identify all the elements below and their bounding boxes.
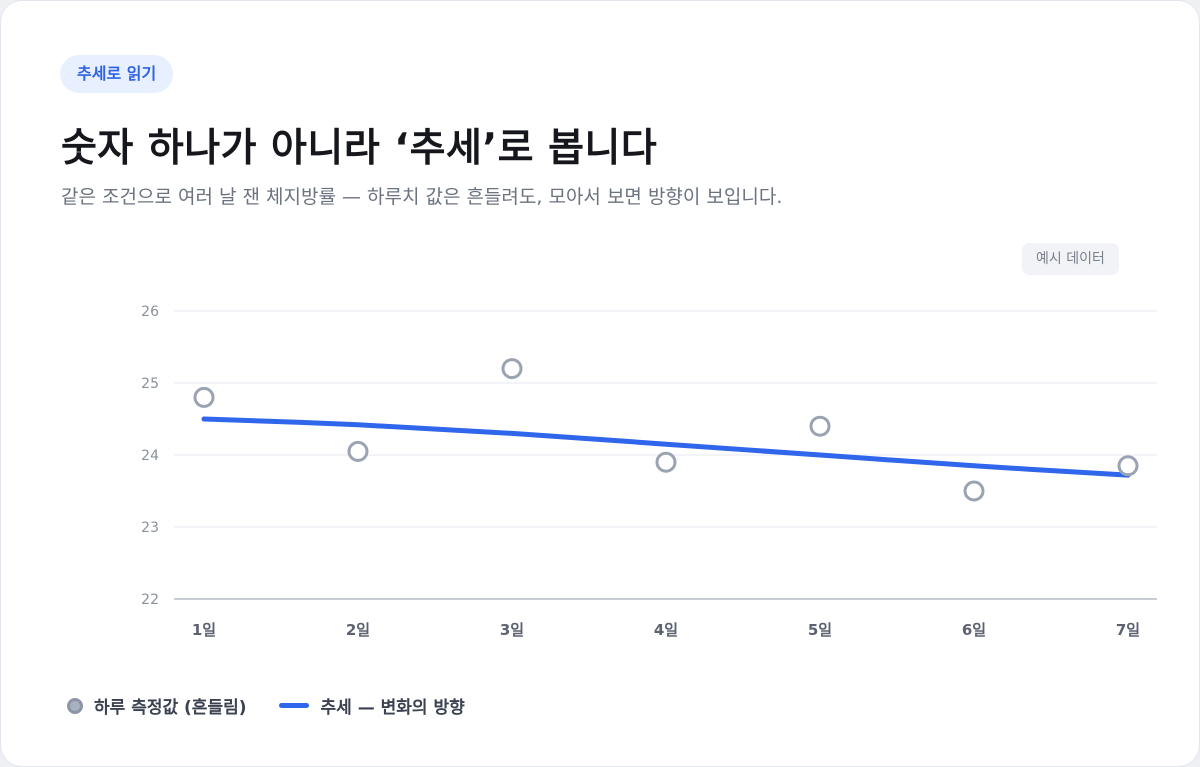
x-tick-label: 1일 <box>192 621 216 639</box>
x-tick-label: 5일 <box>808 621 832 639</box>
page-subtitle: 같은 조건으로 여러 날 잰 체지방률 — 하루치 값은 흔들려도, 모아서 보… <box>61 186 783 208</box>
daily-measurement-point <box>501 358 523 380</box>
daily-measurement-point <box>193 386 215 408</box>
x-tick-label: 4일 <box>654 621 678 639</box>
daily-measurement-point <box>809 415 831 437</box>
y-tick-label: 23 <box>141 520 159 536</box>
daily-measurement-point <box>347 440 369 462</box>
trend-line <box>201 416 1131 478</box>
legend-daily-marker-icon <box>67 697 83 714</box>
daily-measurement-point <box>1117 455 1139 477</box>
legend-daily-label: 하루 측정값 (흔들림) <box>94 698 247 718</box>
legend-trend-label: 추세 — 변화의 방향 <box>320 698 465 718</box>
daily-measurement-point <box>963 480 985 502</box>
trend-chart: 26 25 24 23 22 1일 2일 3일 4일 5일 6일 7일 <box>141 304 1157 639</box>
x-tick-label: 7일 <box>1116 621 1140 639</box>
chart-legend: 하루 측정값 (흔들림) 추세 — 변화의 방향 <box>67 693 465 718</box>
page-title: 숫자 하나가 아니라 ‘추세’로 봅니다 <box>61 126 658 171</box>
y-tick-label: 24 <box>141 448 159 464</box>
section-chip: 추세로 읽기 <box>60 55 174 93</box>
y-tick-label: 26 <box>141 304 159 320</box>
legend-trend-marker-icon <box>278 703 309 708</box>
y-tick-label: 22 <box>141 592 159 608</box>
y-tick-label: 25 <box>141 376 159 392</box>
daily-measurement-point <box>655 451 677 473</box>
x-tick-label: 3일 <box>500 621 524 639</box>
x-tick-label: 6일 <box>962 621 986 639</box>
sample-data-badge: 예시 데이터 <box>1022 243 1119 275</box>
x-tick-label: 2일 <box>346 621 370 639</box>
